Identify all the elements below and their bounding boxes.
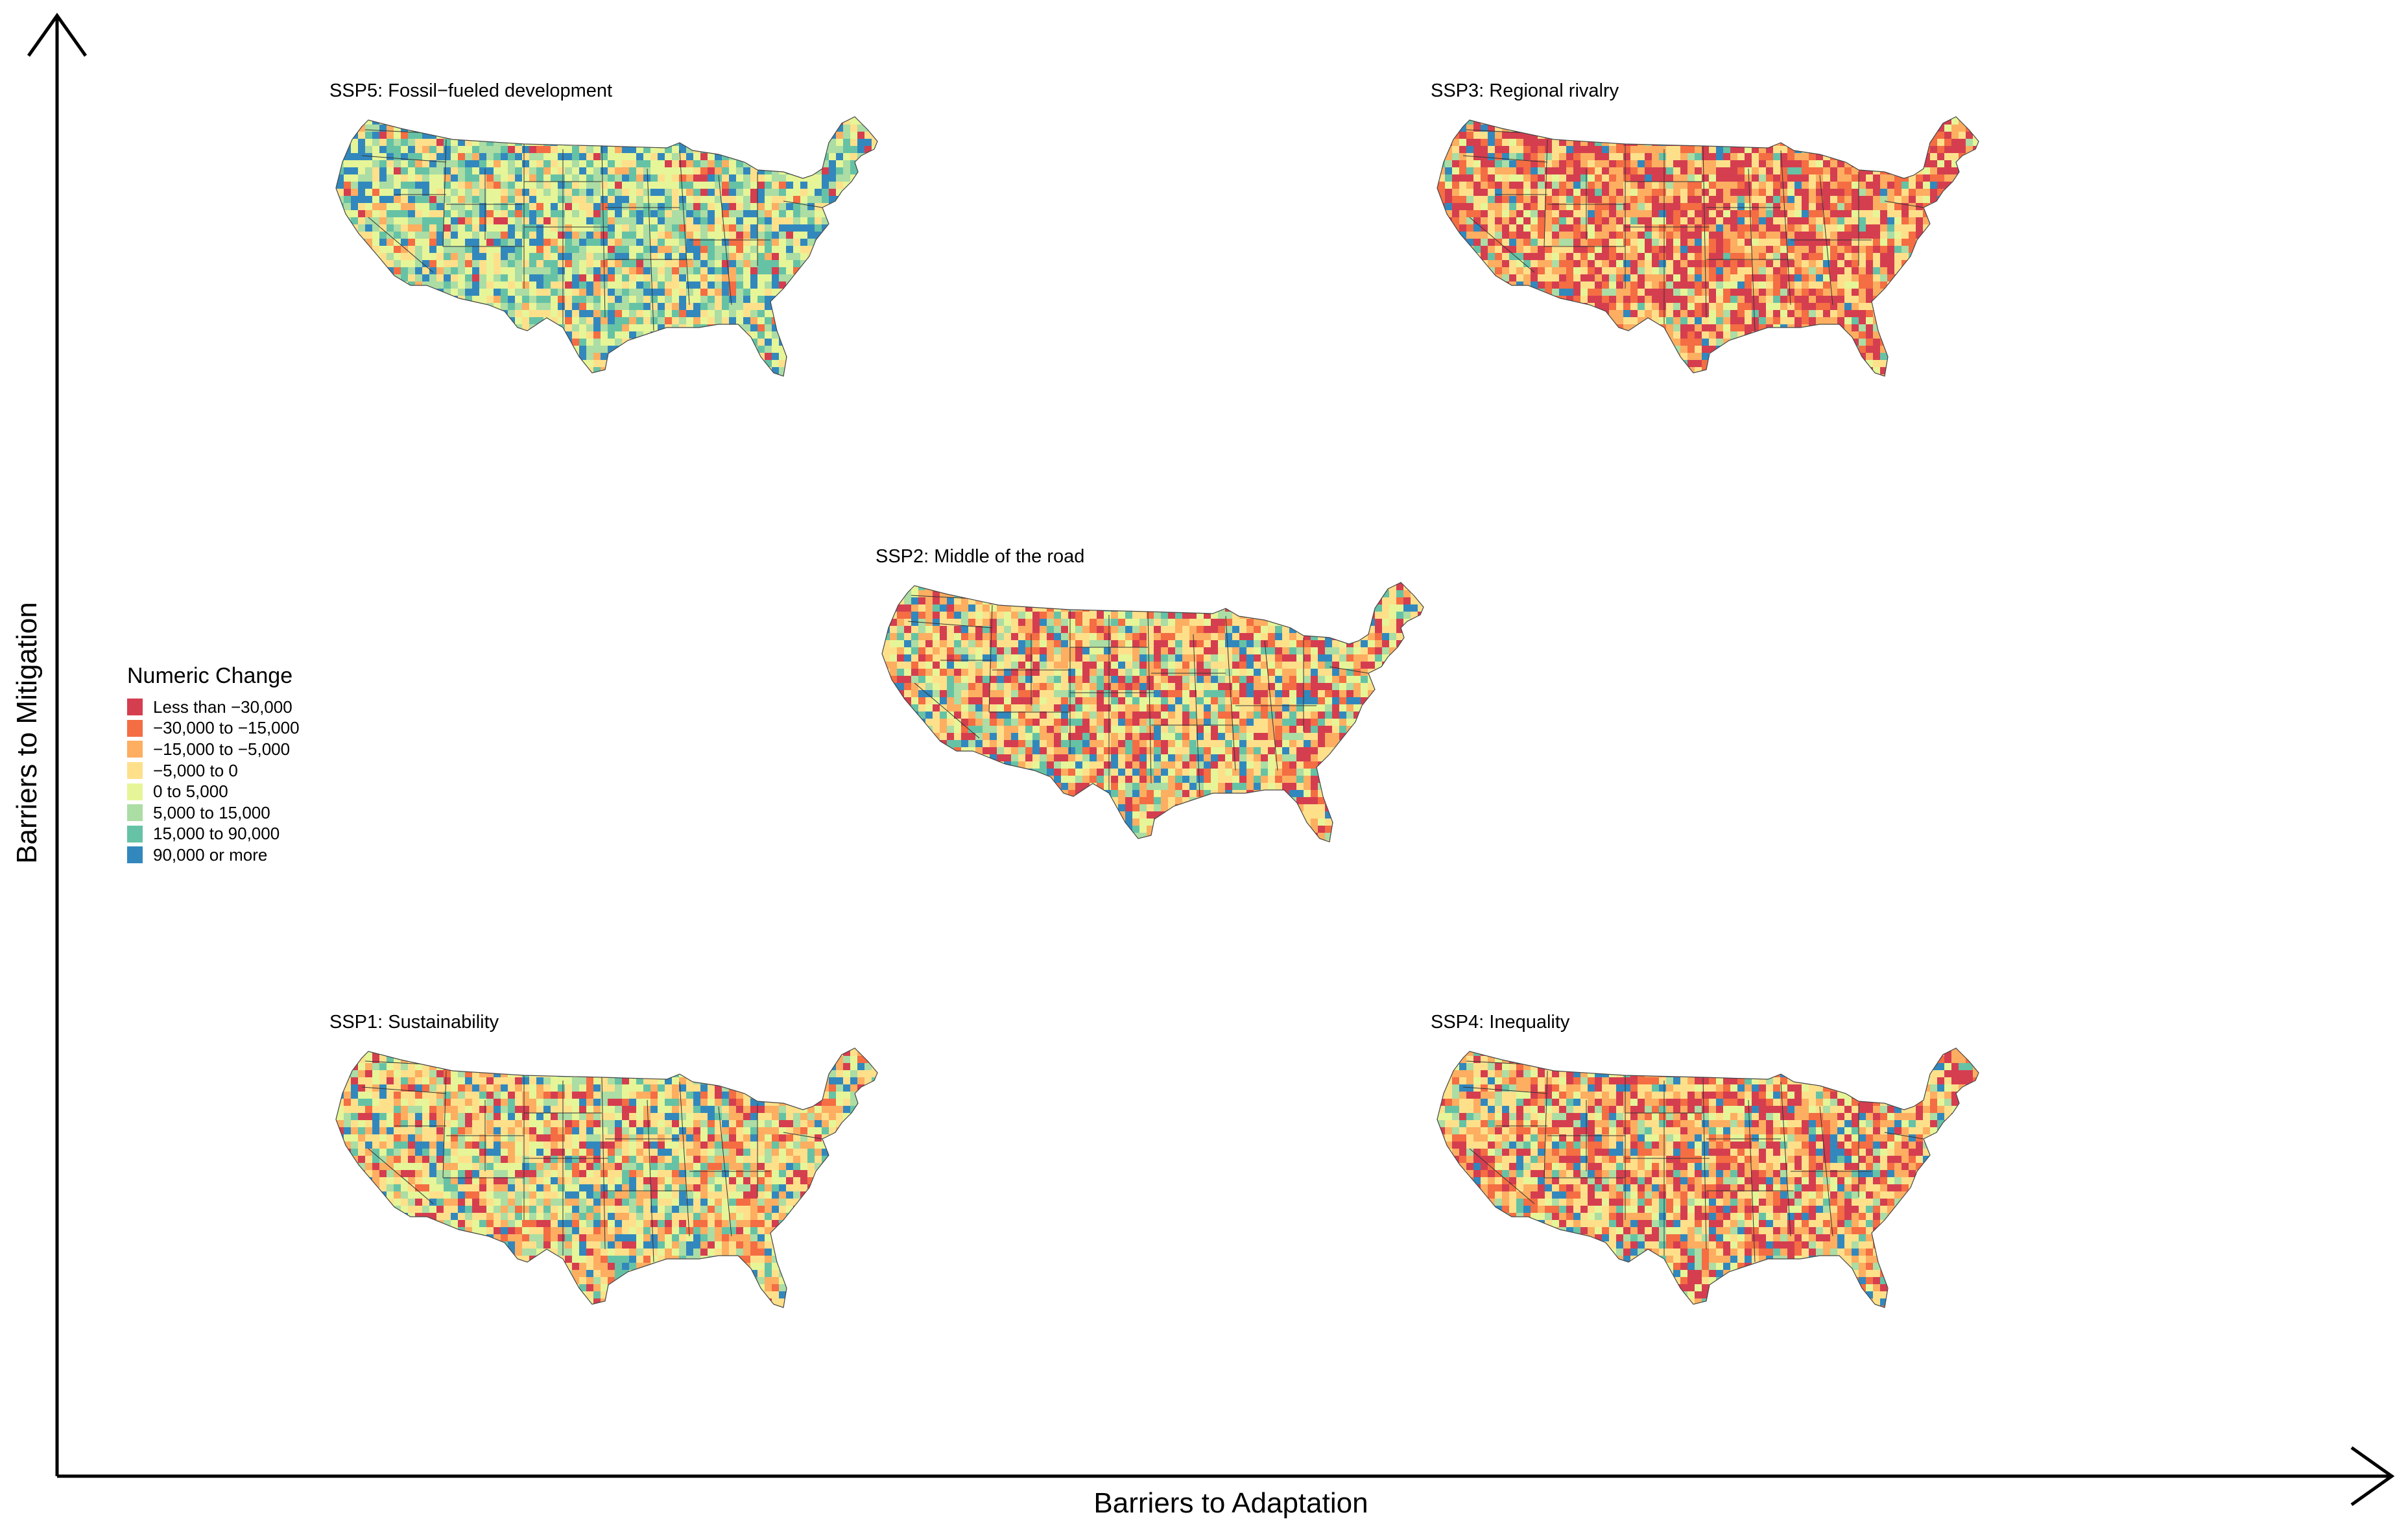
- y-axis-arrowhead: [27, 12, 88, 57]
- county-mosaic: [336, 117, 877, 376]
- us-outline: [881, 582, 1424, 843]
- legend-item: Less than −30,000: [127, 697, 300, 718]
- county-mosaic: [882, 582, 1424, 842]
- legend-swatch: [127, 762, 143, 780]
- panel-title-ssp5: SSP5: Fossil−fueled development: [329, 80, 613, 101]
- legend-item: −15,000 to −5,000: [127, 739, 300, 760]
- legend-label: Less than −30,000: [153, 697, 292, 717]
- legend-swatch: [127, 719, 143, 737]
- legend-label: 90,000 or more: [153, 844, 268, 865]
- us-outline: [1436, 1047, 1979, 1308]
- legend-items: Less than −30,000 −30,000 to −15,000 −15,0…: [127, 697, 300, 866]
- county-mosaic: [336, 1048, 877, 1308]
- us-outline: [1436, 116, 1979, 377]
- legend-label: 5,000 to 15,000: [153, 802, 270, 822]
- x-axis-label: Barriers to Adaptation: [1093, 1487, 1368, 1519]
- state-borders: [1462, 129, 1924, 331]
- us-county-map-ssp2: [881, 582, 1424, 843]
- legend-swatch: [127, 741, 143, 758]
- legend-swatch: [127, 825, 143, 843]
- legend-item: −30,000 to −15,000: [127, 718, 300, 739]
- us-county-map-ssp4: [1436, 1047, 1979, 1308]
- x-axis-arrowhead: [2350, 1446, 2395, 1507]
- panel-title-ssp4: SSP4: Inequality: [1431, 1012, 1570, 1033]
- legend-item: 90,000 or more: [127, 844, 300, 866]
- us-county-map-ssp5: [335, 116, 878, 377]
- state-borders: [907, 595, 1369, 797]
- legend-label: −30,000 to −15,000: [153, 718, 300, 738]
- legend-swatch: [127, 699, 143, 716]
- legend-label: 0 to 5,000: [153, 782, 228, 802]
- us-county-map-ssp3: [1436, 116, 1979, 377]
- panel-title-ssp3: SSP3: Regional rivalry: [1431, 80, 1619, 101]
- legend-item: 15,000 to 90,000: [127, 824, 300, 845]
- legend-label: 15,000 to 90,000: [153, 824, 280, 844]
- panel-title-ssp2: SSP2: Middle of the road: [876, 546, 1085, 567]
- legend-swatch: [127, 783, 143, 800]
- legend-item: −5,000 to 0: [127, 760, 300, 782]
- panel-title-ssp1: SSP1: Sustainability: [329, 1012, 499, 1033]
- us-county-map-ssp1: [335, 1047, 878, 1308]
- state-borders: [1462, 1060, 1924, 1263]
- us-outline: [335, 116, 878, 377]
- state-borders: [361, 1060, 823, 1263]
- legend-title: Numeric Change: [127, 663, 293, 688]
- legend-label: −15,000 to −5,000: [153, 739, 291, 759]
- y-axis-label: Barriers to Mitigation: [11, 602, 43, 864]
- legend-swatch: [127, 846, 143, 864]
- legend: Numeric Change Less than −30,000 −30,000 …: [127, 663, 300, 866]
- county-mosaic: [1437, 117, 1979, 376]
- legend-swatch: [127, 804, 143, 822]
- county-mosaic: [1437, 1048, 1979, 1308]
- legend-item: 0 to 5,000: [127, 781, 300, 802]
- us-outline: [335, 1047, 878, 1308]
- state-borders: [361, 129, 823, 331]
- legend-label: −5,000 to 0: [153, 760, 238, 780]
- legend-item: 5,000 to 15,000: [127, 802, 300, 824]
